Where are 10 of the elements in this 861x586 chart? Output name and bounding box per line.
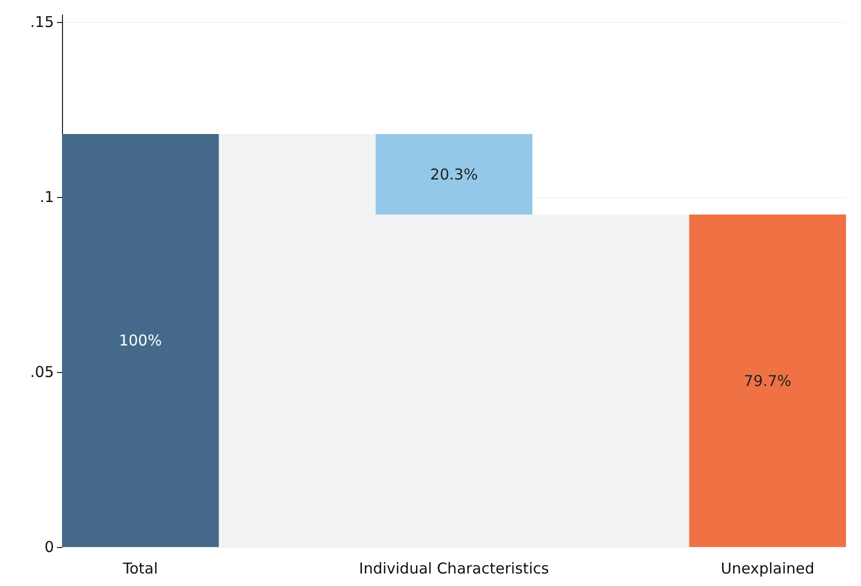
y-tick-label: .05 — [30, 363, 54, 381]
x-tick-label: Individual Characteristics — [359, 560, 550, 578]
y-tick-label: .15 — [30, 13, 54, 31]
x-tick-label: Unexplained — [720, 560, 814, 578]
annotation: 79.7% — [744, 372, 792, 390]
annotation: 100% — [118, 332, 162, 350]
y-tick-label: 0 — [44, 538, 54, 556]
annotation: 20.3% — [430, 165, 478, 184]
y-tick-label: .1 — [40, 188, 54, 206]
x-tick-label: Total — [122, 560, 158, 578]
